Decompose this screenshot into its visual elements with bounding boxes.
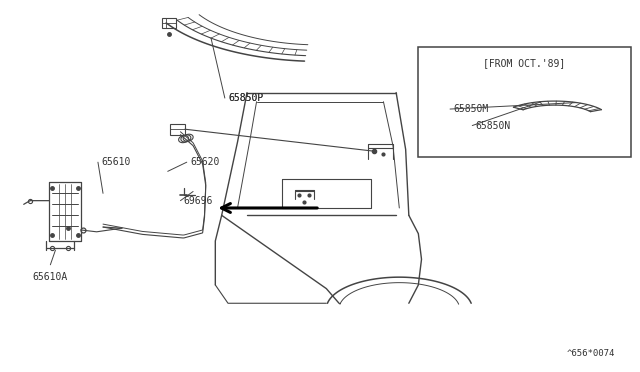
Bar (419, 47, 631, 157)
Text: 65850P: 65850P (228, 93, 263, 103)
Text: 69696: 69696 (184, 196, 213, 206)
Text: 65620: 65620 (190, 157, 220, 167)
Text: 65850M: 65850M (453, 104, 488, 114)
Text: 65850P: 65850P (228, 93, 263, 103)
Text: ^656*0074: ^656*0074 (566, 349, 615, 358)
Text: 65850N: 65850N (476, 121, 511, 131)
Text: 65610A: 65610A (33, 272, 68, 282)
Bar (162, 18, 176, 28)
Text: 65610: 65610 (101, 157, 131, 167)
Text: [FROM OCT.'89]: [FROM OCT.'89] (483, 58, 566, 68)
Bar (170, 124, 185, 135)
